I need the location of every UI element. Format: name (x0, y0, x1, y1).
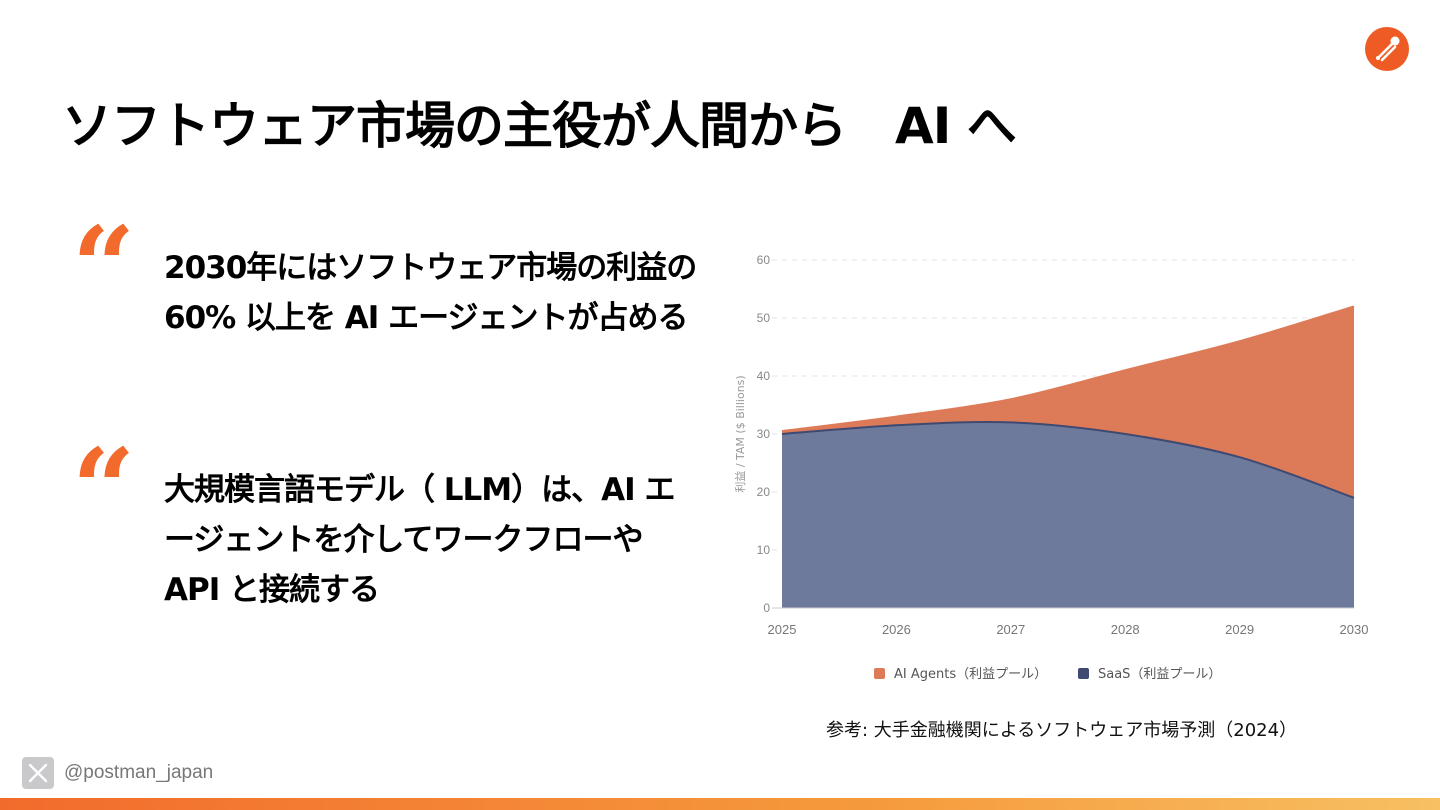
x-tick-label: 2028 (1111, 622, 1140, 637)
y-tick-label: 50 (757, 311, 771, 325)
y-tick-label: 0 (763, 601, 770, 615)
y-tick-label: 40 (757, 369, 771, 383)
x-tick-label: 2030 (1340, 622, 1369, 637)
y-tick-label: 30 (757, 427, 771, 441)
y-axis-title: 利益 / TAM ($ Billions) (733, 375, 747, 492)
quote-text-2: 大規模言語モデル（ LLM）は、AI エージェントを介してワークフローや API… (164, 472, 675, 608)
slide-title: ソフトウェア市場の主役が人間から AI へ (62, 97, 1017, 155)
y-tick-label: 20 (757, 485, 771, 499)
quote-text-1: 2030年にはソフトウェア市場の利益の 60% 以上を AI エージェントが占め… (164, 250, 697, 336)
y-tick-label: 10 (757, 543, 771, 557)
x-tick-label: 2029 (1225, 622, 1254, 637)
x-logo-icon (22, 757, 54, 789)
area-chart: 0 10 20 30 40 50 60 2025 2026 2027 2028 2029 2030 利益 … (722, 240, 1402, 700)
legend-label-0: AI Agents（利益プール） (894, 667, 1047, 682)
series-line-0 (781, 305, 1355, 433)
source-note: 参考: 大手金融機関によるソフトウェア市場予測（2024） (826, 720, 1298, 741)
legend-swatch-0 (874, 668, 885, 679)
legend-swatch-1 (1078, 668, 1089, 679)
x-tick-label: 2025 (768, 622, 797, 637)
postman-logo-icon (1365, 27, 1409, 71)
bottom-accent-bar (0, 798, 1440, 810)
handle-text: @postman_japan (64, 762, 214, 783)
series-area-1 (782, 421, 1354, 608)
y-tick-label: 60 (757, 253, 771, 267)
social-handle: @postman_japan (22, 757, 213, 789)
series-line-1 (781, 420, 1355, 499)
quote-mark-2: “ (72, 424, 136, 553)
quote-mark-1: “ (72, 202, 136, 331)
x-tick-label: 2027 (996, 622, 1025, 637)
x-tick-label: 2026 (882, 622, 911, 637)
legend-label-1: SaaS（利益プール） (1098, 667, 1221, 682)
